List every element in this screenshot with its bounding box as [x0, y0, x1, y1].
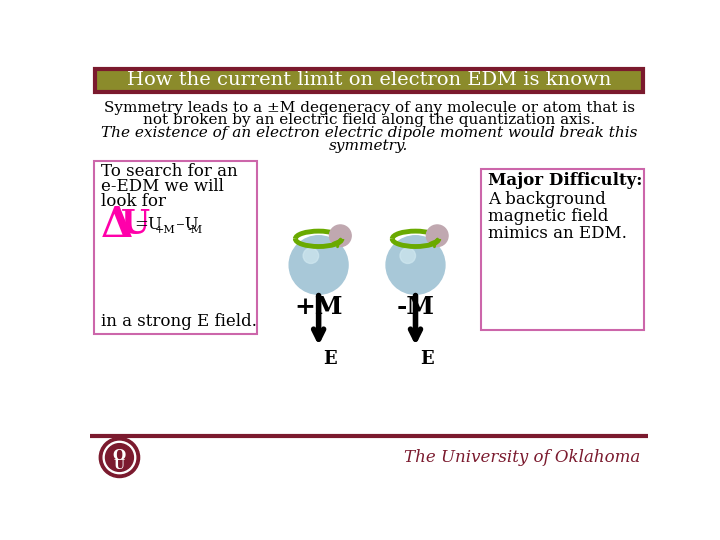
FancyBboxPatch shape — [482, 168, 644, 330]
Text: How the current limit on electron EDM is known: How the current limit on electron EDM is… — [127, 71, 611, 89]
Text: The existence of an electron electric dipole moment would break this: The existence of an electron electric di… — [101, 126, 637, 140]
Text: O: O — [113, 449, 126, 463]
Text: mimics an EDM.: mimics an EDM. — [488, 225, 627, 242]
Text: =U: =U — [134, 217, 162, 233]
Text: The University of Oklahoma: The University of Oklahoma — [404, 449, 640, 466]
Circle shape — [386, 236, 445, 294]
Text: E: E — [323, 350, 337, 368]
Text: +M: +M — [154, 225, 175, 235]
Circle shape — [289, 236, 348, 294]
FancyBboxPatch shape — [94, 69, 644, 92]
Text: +M: +M — [294, 295, 343, 319]
FancyBboxPatch shape — [94, 161, 256, 334]
Circle shape — [106, 444, 133, 471]
Text: magnetic field: magnetic field — [488, 208, 608, 225]
Text: e-EDM we will: e-EDM we will — [101, 178, 224, 195]
Text: Major Difficulty:: Major Difficulty: — [488, 172, 643, 189]
Text: in a strong E field.: in a strong E field. — [101, 314, 257, 330]
Circle shape — [103, 441, 136, 474]
Text: E: E — [420, 350, 433, 368]
Text: Δ: Δ — [101, 204, 133, 246]
Text: look for: look for — [101, 193, 166, 211]
Text: To search for an: To search for an — [101, 163, 238, 180]
Text: symmetry.: symmetry. — [329, 139, 409, 153]
Circle shape — [400, 248, 415, 264]
Circle shape — [303, 248, 319, 264]
Text: U: U — [121, 208, 150, 241]
Text: A background: A background — [488, 191, 606, 208]
Circle shape — [426, 225, 448, 247]
Text: –U: –U — [171, 217, 198, 233]
Circle shape — [330, 225, 351, 247]
Circle shape — [99, 437, 140, 477]
Text: U: U — [114, 458, 125, 472]
Text: -M: -M — [188, 225, 203, 235]
Text: not broken by an electric field along the quantization axis.: not broken by an electric field along th… — [143, 113, 595, 127]
Text: -M: -M — [397, 295, 434, 319]
Text: Symmetry leads to a ±M degeneracy of any molecule or atom that is: Symmetry leads to a ±M degeneracy of any… — [104, 101, 634, 115]
